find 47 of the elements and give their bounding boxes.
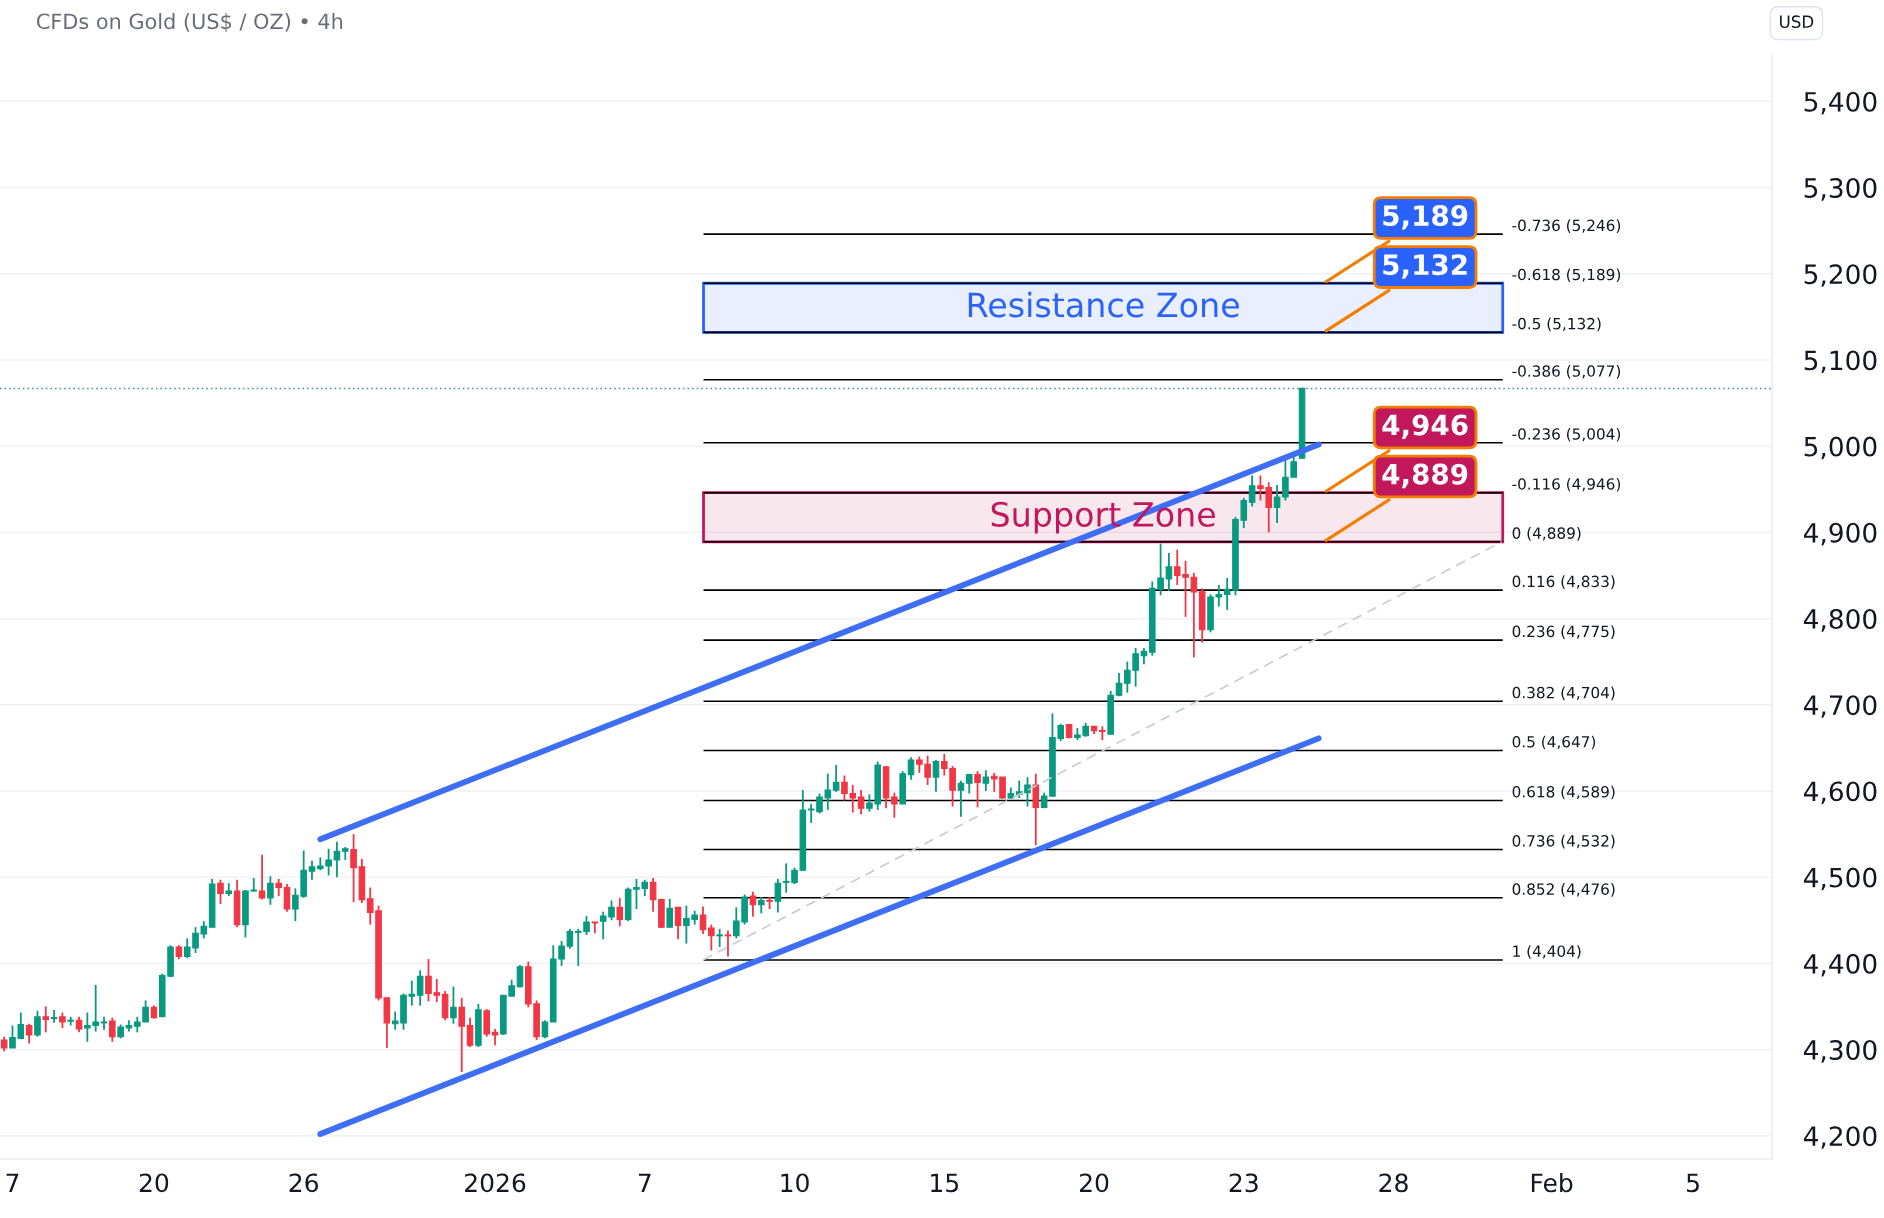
x-tick-label: 23 [1229,1173,1258,1193]
ref-line-label: -0.5 (5,132) [1512,317,1601,332]
y-tick-label: 4,400 [1803,953,1877,977]
ref-line-label: -0.236 (5,004) [1512,427,1621,442]
x-tick-label: 5 [1687,1173,1699,1193]
y-tick-label: 5,000 [1804,436,1877,460]
ref-line-label: 0.852 (4,476) [1512,883,1615,897]
x-tick-label: 20 [139,1173,169,1193]
ref-line-label: -0.386 (5,077) [1512,365,1621,379]
y-tick-label: 4,500 [1803,867,1877,891]
annotation: 5,189 [1383,205,1468,230]
y-tick-label: 4,600 [1803,781,1877,805]
annotation: 5,132 [1383,254,1467,279]
ref-line-label: -0.618 (5,189) [1512,268,1621,283]
ref-line-label: 0.116 (4,833) [1512,575,1615,589]
text: USD [1780,15,1814,28]
ref-line-label: 0.5 (4,647) [1512,735,1596,750]
band-label: Resistance Zone [968,291,1239,318]
ref-line-label: 0.736 (4,532) [1512,834,1615,849]
y-tick-label: 4,300 [1803,1040,1877,1063]
y-tick-label: 5,300 [1804,178,1877,201]
y-tick-label: 4,200 [1803,1126,1877,1149]
annotation: 4,889 [1382,463,1468,489]
ref-line-label: 0.618 (4,589) [1512,785,1615,800]
x-tick-label: 7 [6,1173,19,1192]
x-tick-label: 2026 [465,1173,526,1193]
ref-line-label: 0.382 (4,704) [1512,686,1615,701]
ref-line-label: 0.236 (4,775) [1512,625,1615,639]
ref-line-label: -0.736 (5,246) [1512,219,1621,233]
x-tick-label: 28 [1379,1173,1408,1193]
x-tick-label: 20 [1079,1173,1109,1193]
y-tick-label: 4,700 [1803,695,1877,718]
chart-title: CFDs on Gold (US$ / OZ) • 4h [36,13,343,32]
x-tick-label: 26 [289,1173,318,1193]
y-tick-label: 4,800 [1803,609,1877,632]
y-tick-label: 4,900 [1803,522,1877,546]
y-tick-label: 5,200 [1804,264,1877,287]
y-tick-label: 5,400 [1804,91,1877,115]
ref-line-label: -0.116 (4,946) [1512,477,1621,492]
x-tick-label: 15 [931,1173,959,1193]
x-tick-label: Feb [1531,1172,1573,1193]
x-tick-label: 10 [781,1173,809,1193]
annotation: 4,946 [1382,414,1468,440]
x-tick-label: 7 [638,1173,651,1192]
ref-line-label: 0 (4,889) [1512,527,1581,541]
y-tick-label: 5,100 [1804,350,1877,374]
ref-line-label: 1 (4,404) [1513,945,1581,959]
